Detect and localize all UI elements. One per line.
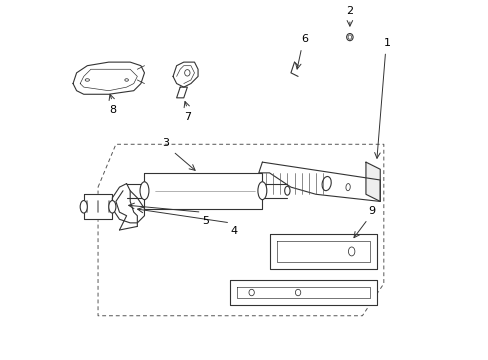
Polygon shape — [230, 280, 376, 305]
Ellipse shape — [108, 201, 116, 213]
Polygon shape — [258, 162, 380, 202]
Text: 6: 6 — [301, 34, 308, 44]
Text: 4: 4 — [230, 226, 237, 237]
Polygon shape — [144, 173, 262, 208]
Text: 8: 8 — [108, 105, 116, 115]
Polygon shape — [365, 162, 380, 202]
Ellipse shape — [140, 182, 149, 200]
Ellipse shape — [284, 186, 289, 195]
Text: 7: 7 — [183, 112, 190, 122]
Polygon shape — [112, 184, 144, 223]
Text: 3: 3 — [162, 138, 169, 148]
Polygon shape — [73, 62, 144, 94]
Text: 1: 1 — [383, 38, 390, 48]
Text: 5: 5 — [201, 216, 208, 226]
Text: 2: 2 — [346, 6, 353, 16]
Polygon shape — [83, 194, 112, 219]
Polygon shape — [269, 234, 376, 269]
Polygon shape — [176, 87, 187, 98]
Ellipse shape — [257, 182, 266, 200]
Polygon shape — [173, 62, 198, 87]
Text: 9: 9 — [367, 206, 374, 216]
Ellipse shape — [80, 201, 87, 213]
